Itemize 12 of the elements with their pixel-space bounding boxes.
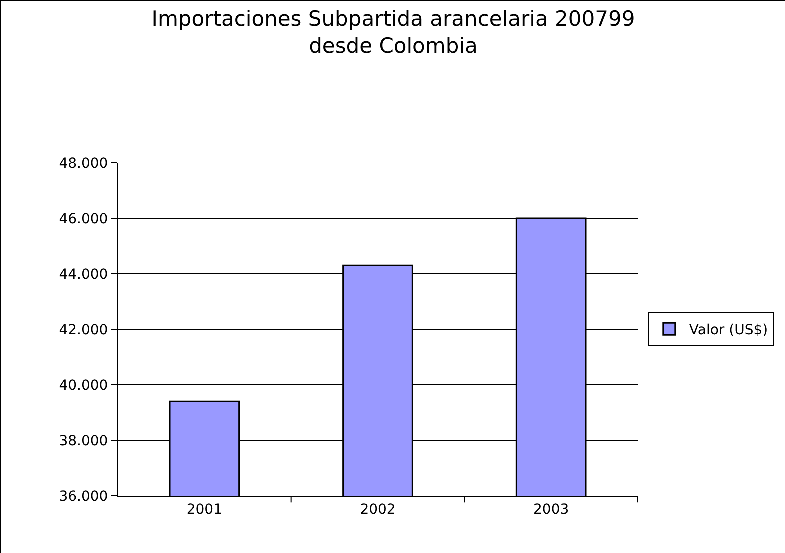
x-tick-label: 2001 — [186, 502, 222, 518]
x-tick-label: 2002 — [360, 502, 396, 518]
y-tick-label: 38.000 — [59, 433, 108, 450]
y-tick-label: 40.000 — [59, 378, 108, 394]
y-tick-label: 44.000 — [59, 266, 108, 283]
legend-label: Valor (US$) — [689, 322, 768, 339]
chart-title: Importaciones Subpartida arancelaria 200799 desde Colombia — [152, 6, 636, 58]
y-tick-label: 36.000 — [59, 488, 108, 505]
y-tick-label: 42.000 — [59, 322, 108, 338]
y-tick-label: 46.000 — [59, 211, 108, 228]
x-tick-label: 2003 — [534, 502, 570, 518]
y-tick-label: 48.000 — [59, 156, 108, 172]
